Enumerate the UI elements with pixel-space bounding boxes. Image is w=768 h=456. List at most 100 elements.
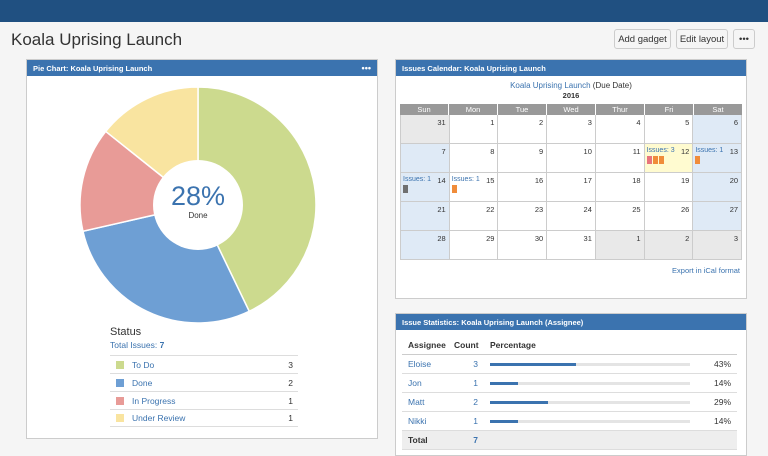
assignee-link[interactable]: Jon: [408, 378, 422, 388]
statistics-row: Matt 2 29%: [402, 393, 737, 412]
legend-swatch: [116, 360, 124, 369]
calendar-day-cell[interactable]: 22: [449, 202, 499, 231]
day-number: 29: [486, 234, 495, 243]
export-ical-link[interactable]: Export in iCal format: [672, 266, 740, 275]
legend-count: 3: [288, 359, 293, 370]
calendar-day-cell[interactable]: 2: [644, 231, 694, 260]
calendar-day-cell[interactable]: 26: [644, 202, 694, 231]
day-number: 14: [437, 176, 446, 185]
percentage-bar-fill: [490, 381, 518, 385]
legend-row: In Progress 1: [110, 391, 298, 409]
issue-marker[interactable]: [403, 185, 408, 193]
issue-markers: [451, 185, 457, 193]
calendar-day-cell[interactable]: 23: [498, 202, 548, 231]
pie-gadget-menu-button[interactable]: •••: [361, 63, 371, 73]
calendar-project-link[interactable]: Koala Uprising Launch: [510, 81, 591, 90]
legend-row: To Do 3: [110, 355, 298, 373]
calendar-day-cell[interactable]: 18: [595, 173, 645, 202]
calendar-day-cell[interactable]: 17: [547, 173, 596, 202]
calendar-day-cell[interactable]: 20: [693, 173, 743, 202]
weekday-label: Wed: [547, 104, 596, 115]
calendar-day-cell[interactable]: 15 Issues: 1: [449, 173, 499, 202]
calendar-day-cell[interactable]: 30: [498, 231, 548, 260]
assignee-link[interactable]: Eloise: [408, 359, 432, 369]
total-count-link[interactable]: 7: [473, 435, 478, 445]
assignee-count-link[interactable]: 3: [473, 359, 478, 369]
calendar-day-cell[interactable]: 14 Issues: 1: [401, 173, 450, 202]
issues-count-link[interactable]: Issues: 1: [695, 147, 724, 154]
issue-marker[interactable]: [658, 156, 664, 164]
calendar-day-cell[interactable]: 25: [595, 202, 645, 231]
calendar-day-cell[interactable]: 3: [693, 231, 743, 260]
percentage-bar-fill: [490, 362, 576, 366]
calendar-day-cell[interactable]: 29: [449, 231, 499, 260]
issue-marker[interactable]: [451, 185, 457, 193]
legend-title: Status: [110, 326, 142, 338]
add-gadget-button[interactable]: Add gadget: [614, 29, 671, 49]
issues-count-link[interactable]: Issues: 1: [403, 176, 432, 183]
calendar-day-cell[interactable]: 10: [547, 144, 596, 173]
issues-count-link[interactable]: Issues: 1: [451, 176, 480, 183]
legend-row: Done 2: [110, 373, 298, 391]
day-number: 1: [490, 118, 495, 127]
calendar-day-cell[interactable]: 4: [595, 115, 645, 144]
calendar-day-cell[interactable]: 2: [498, 115, 548, 144]
calendar-gadget-title: Issues Calendar: Koala Uprising Launch: [402, 63, 546, 73]
total-issues-link[interactable]: Total Issues: 7: [110, 340, 164, 350]
pie-chart: [79, 86, 317, 324]
calendar-grid: Sun Mon Tue Wed Thur Fri Sat 31 1 2 3 4 5 6 7 8 9 10 11 12 I…: [400, 104, 743, 260]
calendar-day-cell[interactable]: 28: [401, 231, 450, 260]
statistics-total-row: Total 7: [402, 431, 737, 450]
pie-slice-to-do[interactable]: [197, 86, 317, 313]
more-actions-button[interactable]: •••: [733, 29, 755, 49]
day-number: 23: [534, 205, 544, 214]
legend-status-link[interactable]: Done: [132, 377, 153, 388]
assignee-link[interactable]: Matt: [408, 397, 425, 407]
issue-marker[interactable]: [646, 156, 652, 164]
calendar-day-cell[interactable]: 11: [595, 144, 645, 173]
calendar-day-cell[interactable]: 5: [644, 115, 694, 144]
issues-count-link[interactable]: Issues: 3: [646, 147, 675, 154]
legend-status-link[interactable]: In Progress: [132, 395, 176, 406]
calendar-due-date-text: (Due Date): [592, 81, 632, 90]
calendar-day-cell[interactable]: 7: [401, 144, 450, 173]
calendar-day-cell[interactable]: 3: [547, 115, 596, 144]
calendar-day-cell[interactable]: 9: [498, 144, 548, 173]
edit-layout-button[interactable]: Edit layout: [676, 29, 728, 49]
calendar-day-cell[interactable]: 16: [498, 173, 548, 202]
legend-swatch: [116, 414, 124, 422]
calendar-day-cell[interactable]: 1: [449, 115, 499, 144]
issue-marker[interactable]: [652, 156, 658, 164]
percentage-column-header: Percentage: [490, 340, 536, 350]
calendar-day-cell[interactable]: 6: [693, 115, 743, 144]
statistics-row: Jon 1 14%: [402, 374, 737, 393]
calendar-day-cell[interactable]: 12 Issues: 3: [644, 144, 694, 173]
calendar-day-cell[interactable]: 19: [644, 173, 694, 202]
top-navigation-bar: [0, 0, 768, 22]
page-title: Koala Uprising Launch: [11, 30, 183, 49]
calendar-day-cell[interactable]: 8: [449, 144, 499, 173]
issue-statistics-gadget: Issue Statistics: Koala Uprising Launch …: [395, 313, 747, 456]
issue-marker[interactable]: [695, 156, 701, 164]
assignee-link[interactable]: Nikki: [408, 416, 427, 426]
legend-status-link[interactable]: Under Review: [132, 413, 186, 423]
assignee-count-link[interactable]: 1: [473, 378, 478, 388]
assignee-count-link[interactable]: 2: [473, 397, 478, 407]
calendar-day-cell[interactable]: 1: [595, 231, 645, 260]
day-number: 6: [733, 118, 739, 127]
weekday-label: Sat: [694, 104, 742, 115]
day-number: 20: [729, 176, 739, 185]
weekday-label: Mon: [449, 104, 498, 115]
pie-legend: To Do 3 Done 2 In Progress 1 Under Review 1: [110, 355, 298, 427]
assignee-count-link[interactable]: 1: [473, 416, 478, 426]
calendar-day-cell[interactable]: 27: [693, 202, 743, 231]
calendar-day-cell[interactable]: 13 Issues: 1: [693, 144, 743, 173]
pie-center-label: Done: [188, 211, 208, 220]
calendar-day-cell[interactable]: 21: [401, 202, 450, 231]
calendar-day-cell[interactable]: 24: [547, 202, 596, 231]
calendar-day-cell[interactable]: 31: [547, 231, 596, 260]
legend-status-link[interactable]: To Do: [132, 359, 155, 370]
calendar-day-cell[interactable]: 31: [401, 115, 450, 144]
issues-calendar-gadget: Issues Calendar: Koala Uprising Launch K…: [395, 59, 747, 299]
stats-gadget-title: Issue Statistics: Koala Uprising Launch …: [402, 317, 584, 327]
